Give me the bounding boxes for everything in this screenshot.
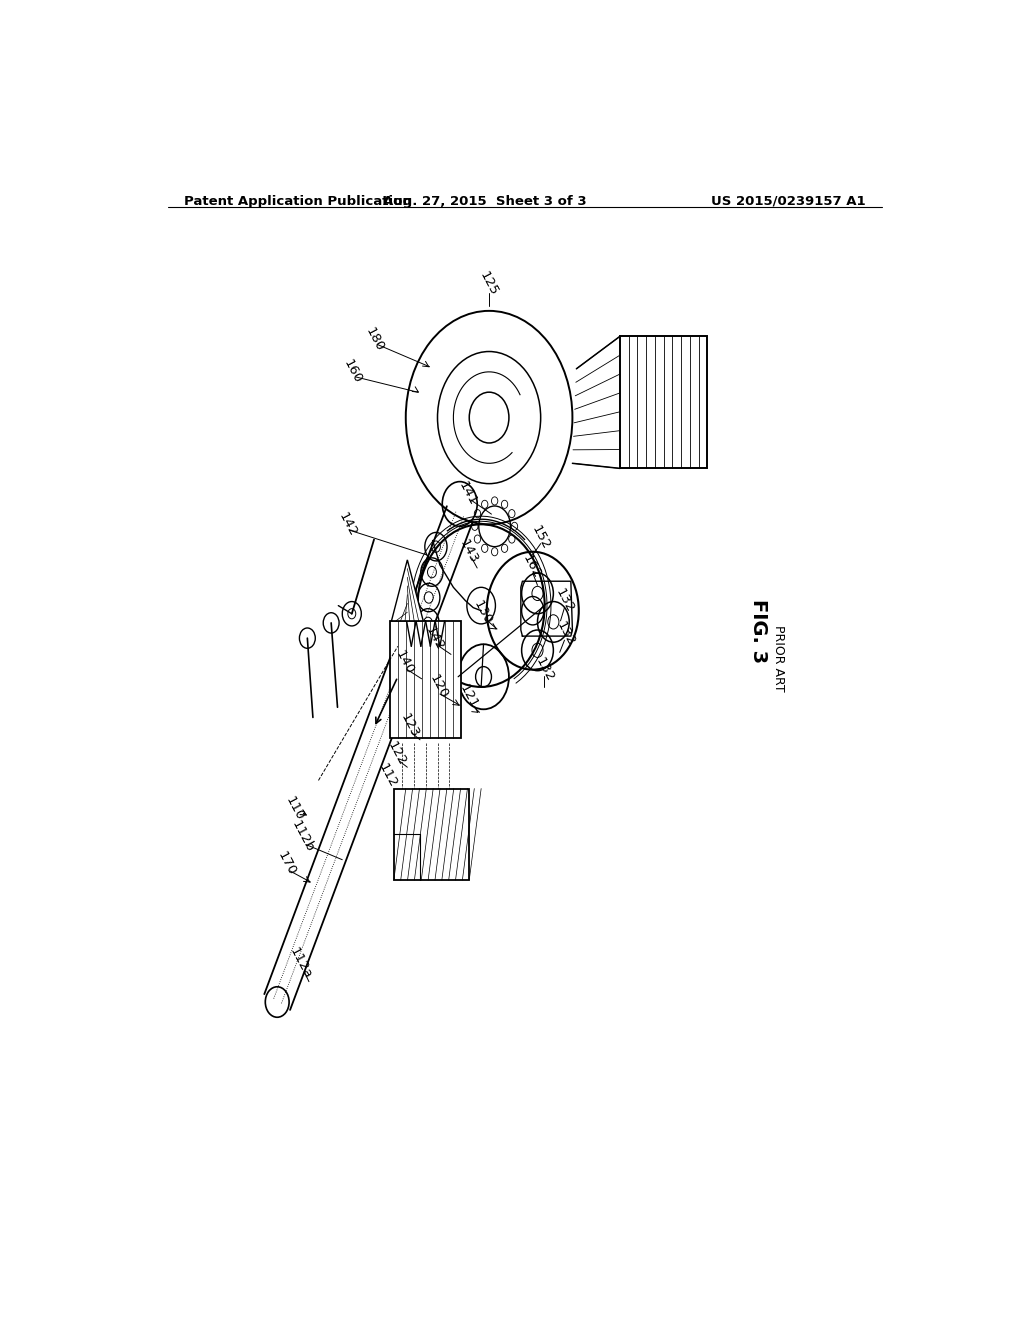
Text: FIG. 3: FIG. 3 [750,599,768,663]
Bar [394,788,469,880]
Text: 132: 132 [554,620,578,648]
Text: 132: 132 [553,586,577,615]
Text: 130: 130 [471,598,495,627]
Text: 120: 120 [427,673,451,701]
Text: Patent Application Publication: Patent Application Publication [183,195,412,209]
Text: 122: 122 [385,739,409,768]
Text: 112a: 112a [287,945,314,981]
Text: 142: 142 [336,510,359,539]
Text: 112: 112 [376,762,399,789]
Text: US 2015/0239157 A1: US 2015/0239157 A1 [712,195,866,209]
Text: 112b: 112b [289,818,316,854]
Text: Aug. 27, 2015  Sheet 3 of 3: Aug. 27, 2015 Sheet 3 of 3 [383,195,587,209]
Text: 141: 141 [456,479,479,508]
Text: 170: 170 [274,850,298,878]
Text: 123: 123 [397,711,421,741]
Polygon shape [391,560,423,620]
Text: 142: 142 [423,624,445,652]
Text: 152: 152 [528,523,552,552]
Text: PRIOR ART: PRIOR ART [772,626,785,692]
Text: 143: 143 [458,537,480,566]
Text: 140: 140 [393,648,417,677]
Bar [620,337,708,469]
Text: 110: 110 [283,795,306,824]
Bar [390,620,462,738]
Text: 162: 162 [520,553,544,581]
Text: 160: 160 [341,358,364,385]
Text: 180: 180 [362,325,386,354]
Text: 132: 132 [532,655,556,684]
Text: 121: 121 [458,682,481,711]
Text: 125: 125 [477,269,501,298]
